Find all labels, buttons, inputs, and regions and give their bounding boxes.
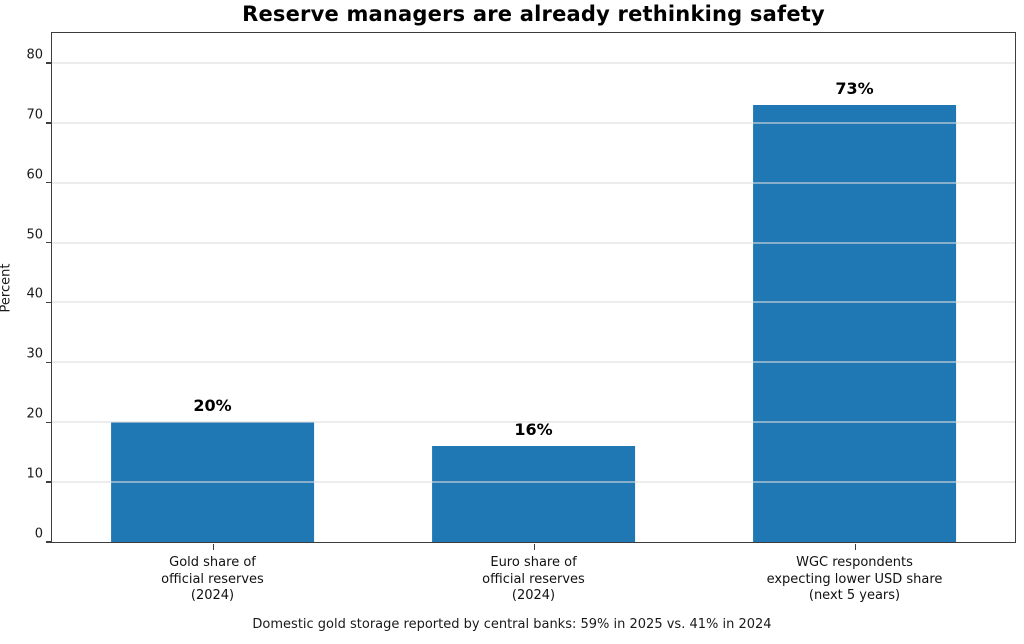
bar [431,446,636,542]
plot-area: Percent 20% Gold share of official reserv… [0,32,1016,603]
x-tick-mark [854,543,856,550]
bar [110,422,315,542]
y-tick-mark [45,62,51,64]
y-tick-label: 0 [34,526,43,542]
y-tick-mark [45,421,51,423]
chart-title: Reserve managers are already rethinking … [242,2,825,26]
y-tick-label: 70 [26,107,43,123]
bar [752,104,957,542]
y-tick-label: 20 [26,406,43,422]
y-tick-mark [45,541,51,543]
bar-value-label: 20% [193,396,232,416]
x-tick-mark [212,543,214,550]
category-slot: 16% Euro share of official reserves (2024… [373,33,694,603]
footnote: Domestic gold storage reported by centra… [252,617,772,632]
bar-value-label: 16% [514,420,553,440]
y-tick-mark [45,181,51,184]
y-tick-mark [45,241,51,244]
y-tick-mark [45,361,51,364]
y-axis-label: Percent [0,263,14,312]
y-tick-label: 60 [26,167,43,183]
y-tick-mark [45,122,51,124]
x-tick-mark [533,543,535,550]
y-tick-label: 40 [26,286,43,302]
bars-container: 20% Gold share of official reserves (2024… [52,33,1015,603]
y-tick-mark [45,481,51,483]
x-tick-label: Gold share of official reserves (2024) [161,555,264,604]
y-tick-label: 30 [26,346,43,362]
y-tick-label: 10 [26,466,43,482]
x-tick-label: Euro share of official reserves (2024) [482,555,585,604]
category-slot: 20% Gold share of official reserves (2024… [52,33,373,603]
bar-value-label: 73% [835,78,874,98]
y-tick-label: 80 [26,47,43,63]
category-slot: 73% WGC respondents expecting lower USD s… [694,33,1015,603]
y-tick-label: 50 [26,227,43,243]
y-tick-mark [45,301,51,304]
x-tick-label: WGC respondents expecting lower USD shar… [766,555,943,604]
